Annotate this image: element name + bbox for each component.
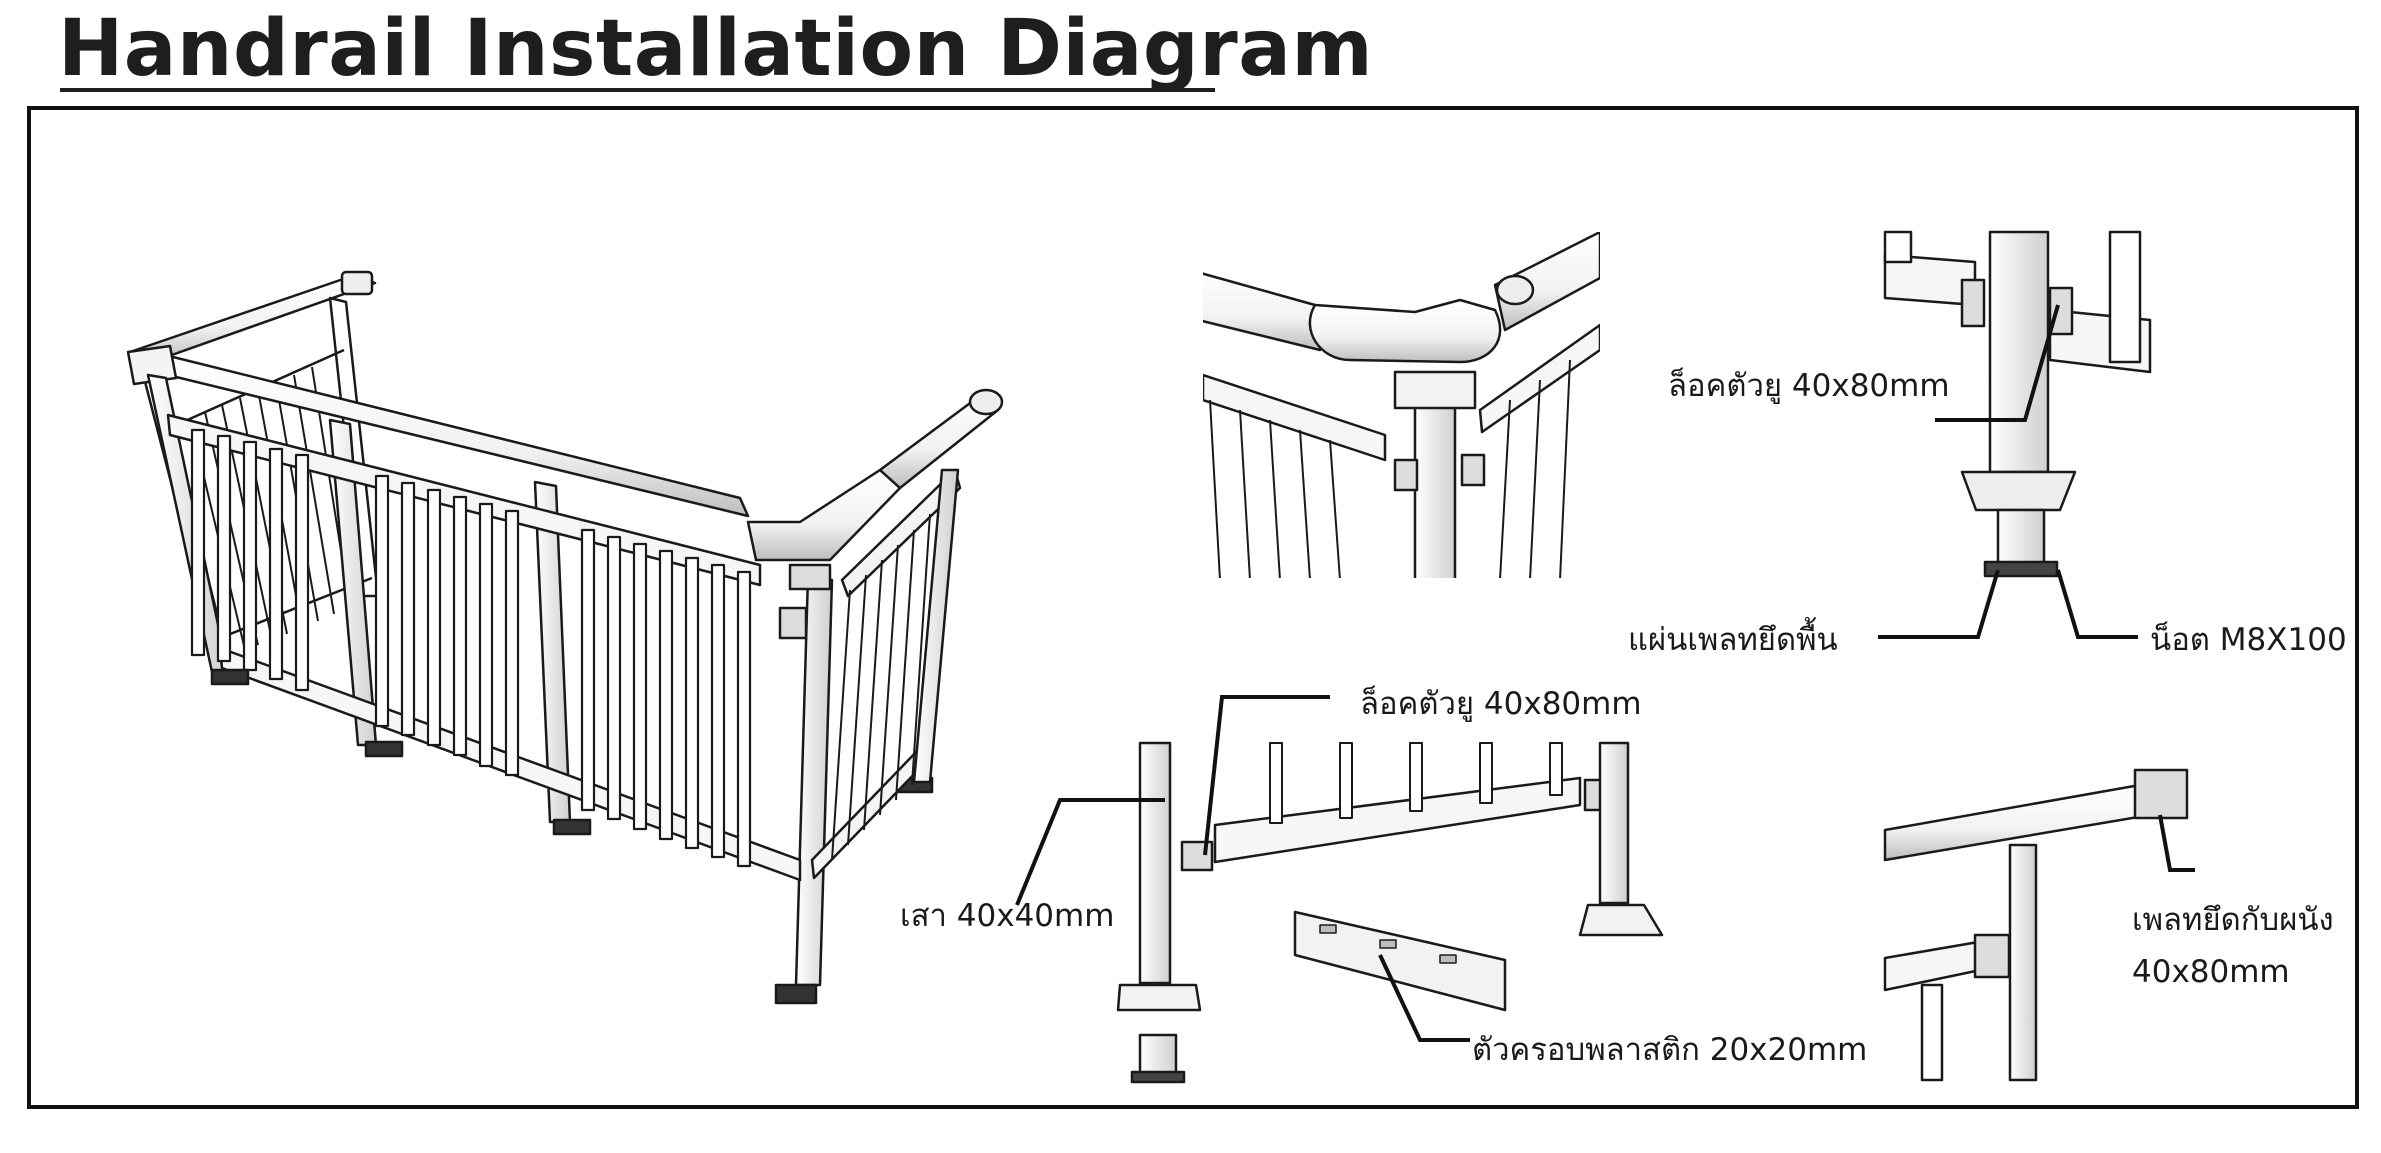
detail-side-rail-left xyxy=(1203,373,1387,462)
post-base-detail-illustration xyxy=(1883,230,2152,578)
label-plastic-cap: ตัวครอบพลาสติก 20x20mm xyxy=(1472,1032,1868,1068)
label-bolt: น็อต M8X100 xyxy=(2150,622,2347,658)
detail-u-lock-plate xyxy=(1393,370,1477,410)
leader-lines xyxy=(1015,304,2195,1042)
label-u-lock-mid: ล็อคตัวยู 40x80mm xyxy=(1360,686,1642,722)
plastic-cap-rail xyxy=(1293,910,1507,1012)
bottom-u-lock-left xyxy=(1180,840,1214,872)
post-rail-detail-illustration xyxy=(1116,741,1664,1084)
detail-rail-left xyxy=(1203,272,1322,352)
wall-plate-detail-illustration xyxy=(1883,768,2189,1082)
leader-u-lock-top xyxy=(1935,304,2060,422)
diagram-frame xyxy=(27,106,2359,1109)
right-end-post xyxy=(912,468,960,784)
leader-bolt xyxy=(2056,569,2138,639)
bottom-floor-plate xyxy=(1138,1033,1178,1079)
leader-floor-plate xyxy=(1878,569,2000,639)
right-side-bottom-rail xyxy=(810,746,924,880)
label-u-lock-top: ล็อคตัวยู 40x80mm xyxy=(1668,368,1950,404)
right-side-pickets xyxy=(831,513,931,861)
bottom-post-right xyxy=(1598,741,1630,905)
title-underline xyxy=(60,88,1215,92)
upper-u-lock xyxy=(1960,278,1986,328)
front-pickets xyxy=(190,428,752,868)
corner-u-lock xyxy=(788,563,832,591)
floor-plate-box xyxy=(1996,508,2046,570)
leader-u-lock-mid xyxy=(1203,695,1330,856)
label-floor-plate: แผ่นเพลทยึดพื้น xyxy=(1628,622,1838,658)
label-wall-plate-size: 40x80mm xyxy=(2132,954,2290,990)
bottom-pickets xyxy=(1269,742,1563,824)
bottom-post-left xyxy=(1138,741,1172,985)
corner-detail-illustration xyxy=(1203,232,1600,578)
upper-main-post xyxy=(1988,230,2050,474)
post-base-cover xyxy=(1960,470,2077,512)
detail-corner-post xyxy=(1413,383,1457,578)
bottom-post-base xyxy=(1116,983,1202,1012)
back-rail-cap xyxy=(340,270,374,296)
balcony-railing-illustration xyxy=(126,270,1004,1005)
wall-post xyxy=(2008,843,2038,1082)
detail-rail-right xyxy=(1493,232,1600,332)
right-side-rail xyxy=(840,468,962,598)
leader-wall-plate xyxy=(2158,814,2195,872)
wall-plate-bracket xyxy=(2133,768,2189,820)
label-wall-plate: เพลทยึดกับผนัง xyxy=(2132,902,2334,938)
page-title: Handrail Installation Diagram xyxy=(58,4,1374,94)
label-post: เสา 40x40mm xyxy=(900,898,1115,934)
leader-post xyxy=(1015,798,1165,906)
wall-u-lock xyxy=(1973,933,2011,979)
detail-corner-cap xyxy=(1308,298,1502,364)
left-end-block xyxy=(126,344,178,386)
floor-plate xyxy=(1983,560,2059,578)
leader-plastic-cap xyxy=(1378,954,1470,1042)
